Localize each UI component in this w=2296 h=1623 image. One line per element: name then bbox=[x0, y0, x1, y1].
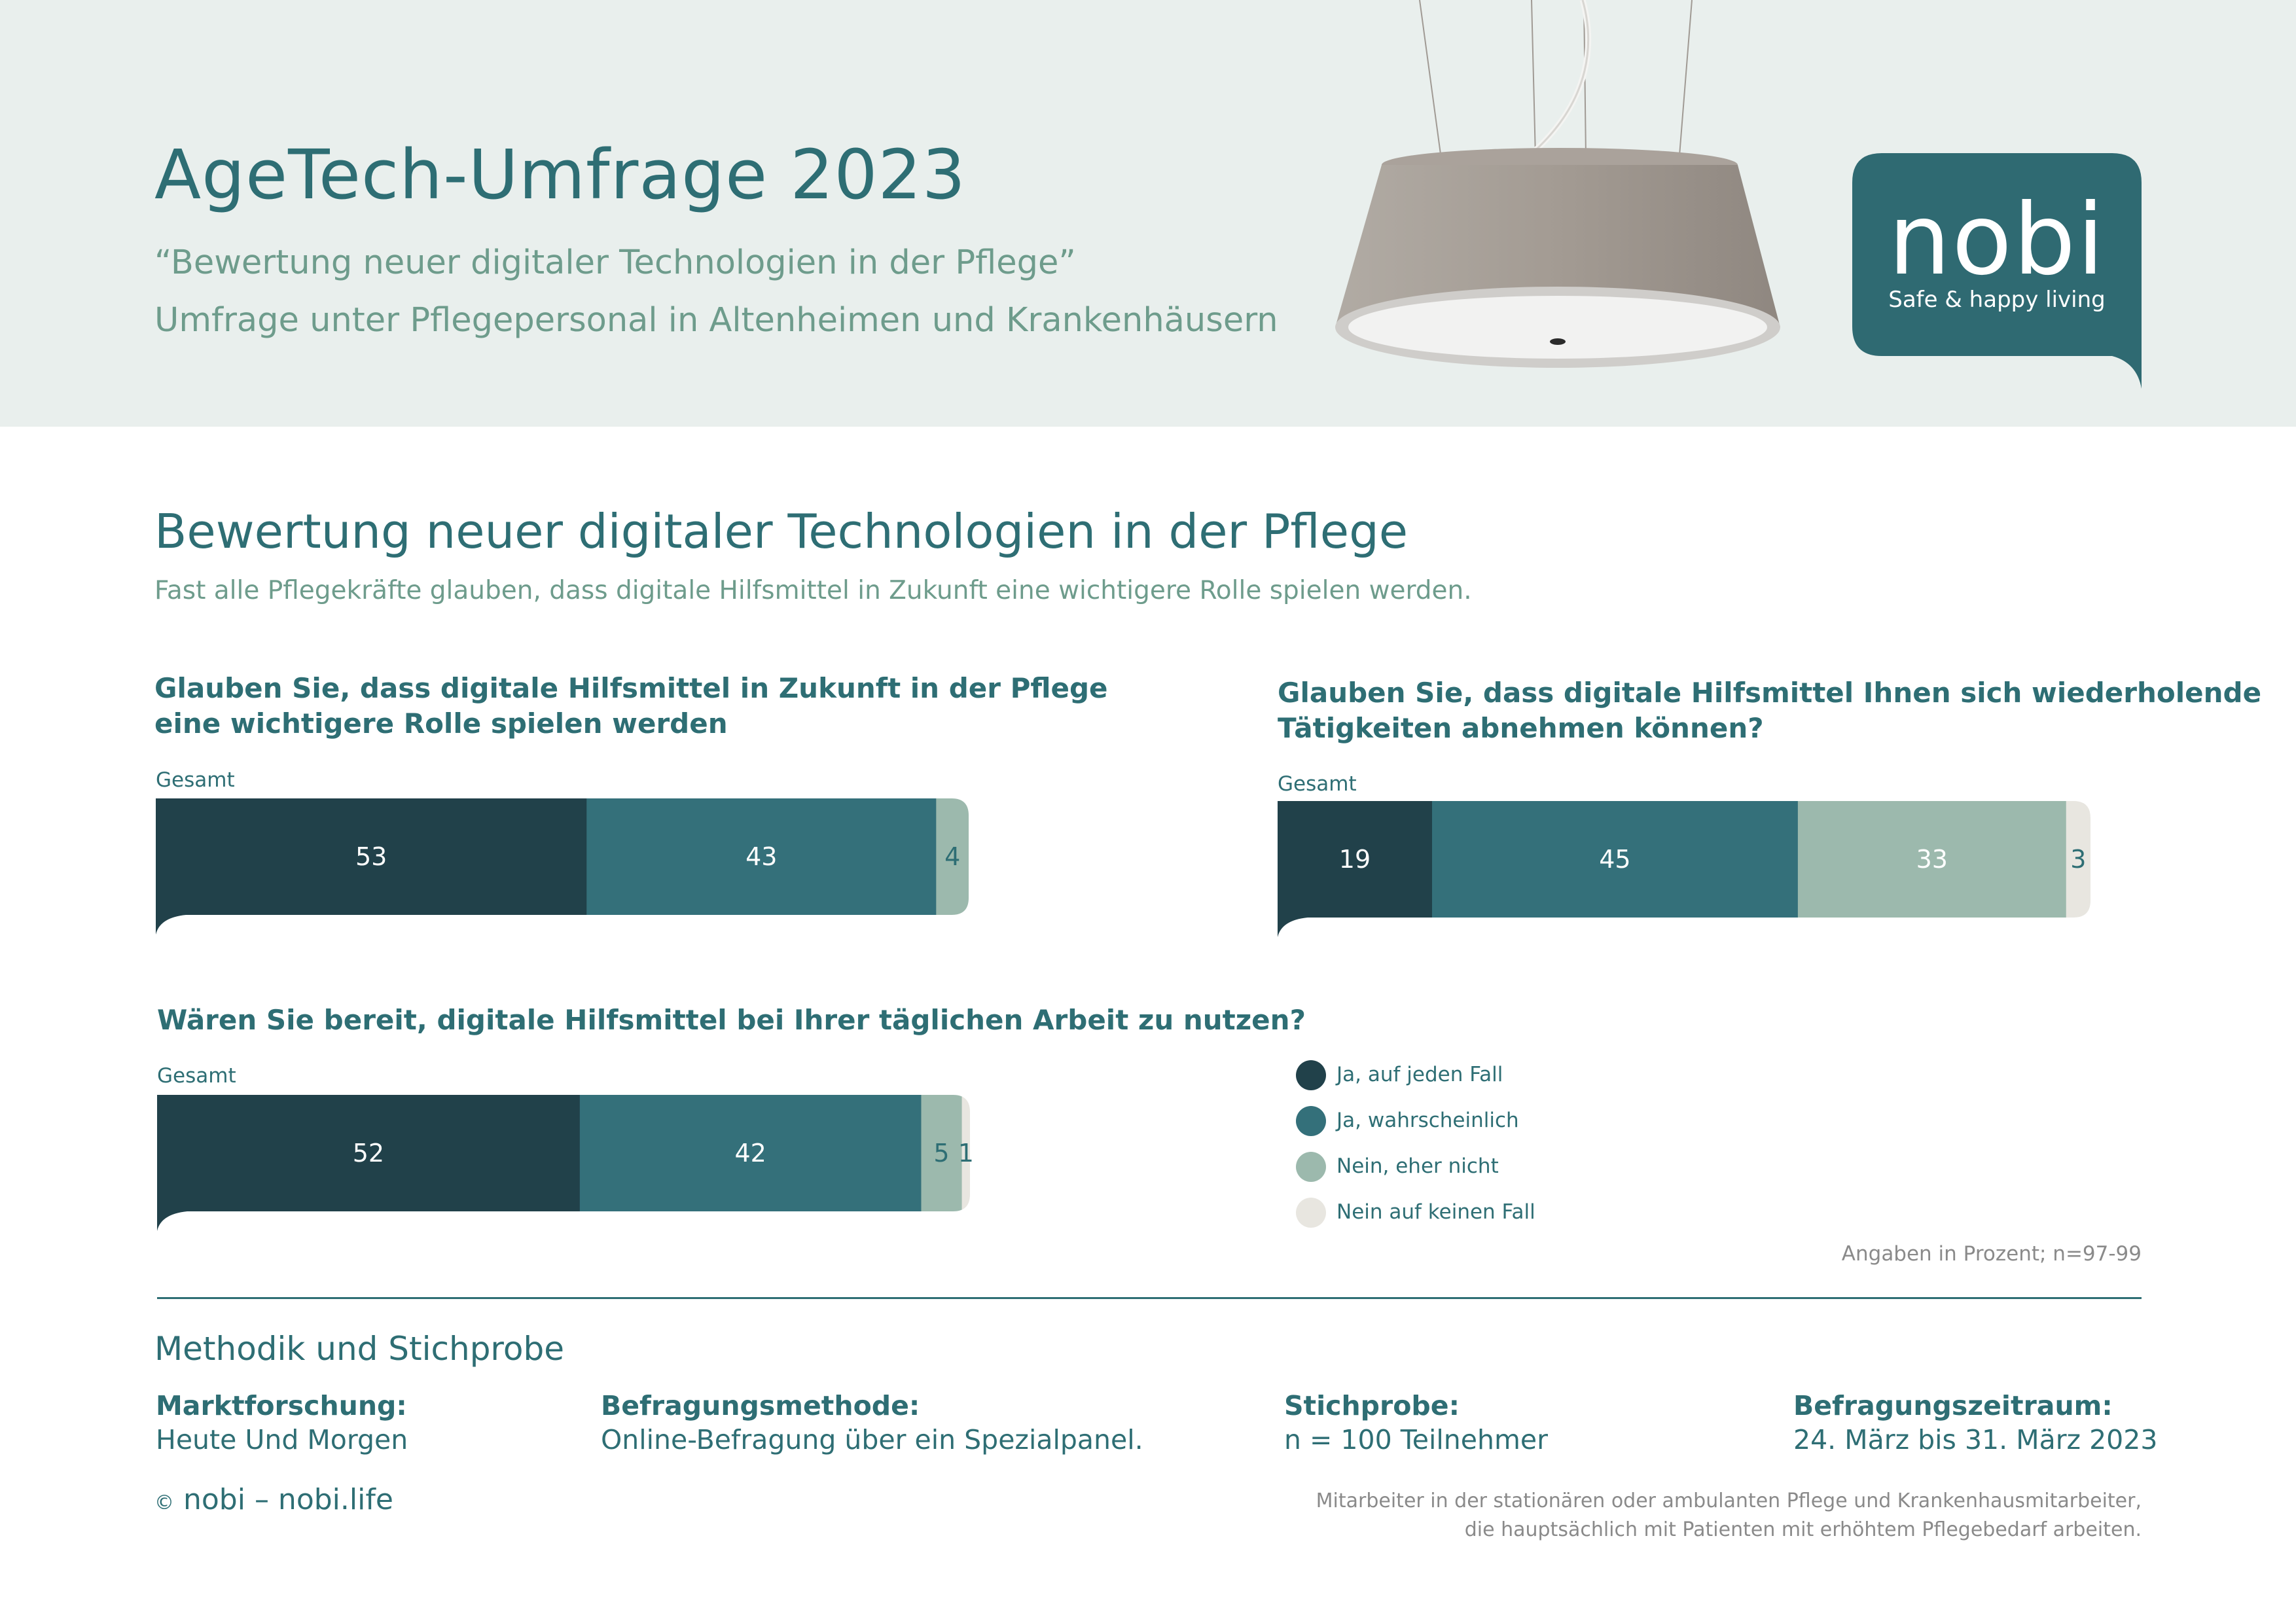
methodik-value-marktforschung: Heute Und Morgen bbox=[156, 1424, 408, 1455]
methodik-label-befragungsmethode: Befragungsmethode: bbox=[601, 1390, 920, 1421]
bar-value-label: 4 bbox=[944, 842, 960, 871]
bar-value-label: 42 bbox=[734, 1139, 766, 1168]
methodik-value-stichprobe: n = 100 Teilnehmer bbox=[1284, 1424, 1548, 1455]
nobi-logo bbox=[1852, 153, 2142, 389]
bar-value-label: 43 bbox=[745, 842, 777, 871]
chart-1-category-label: Gesamt bbox=[156, 768, 235, 792]
methodik-value-befragungszeitraum: 24. März bis 31. März 2023 bbox=[1793, 1424, 2158, 1455]
page-subtitle: “Bewertung neuer digitaler Technologien … bbox=[154, 243, 1076, 282]
bar-segment bbox=[1431, 801, 1799, 937]
section-divider bbox=[157, 1297, 2142, 1299]
methodik-value-befragungsmethode: Online-Befragung über ein Spezialpanel. bbox=[601, 1424, 1143, 1455]
chart-2-question-line-1: Glauben Sie, dass digitale Hilfsmittel I… bbox=[1278, 677, 2262, 709]
legend-label: Ja, wahrscheinlich bbox=[1336, 1109, 1519, 1132]
methodik-label-befragungszeitraum: Befragungszeitraum: bbox=[1793, 1390, 2113, 1421]
section-title: Bewertung neuer digitaler Technologien i… bbox=[154, 504, 1408, 559]
bar-value-label: 19 bbox=[1339, 845, 1371, 874]
bar-value-label: 3 bbox=[2070, 845, 2086, 874]
data-note: Angaben in Prozent; n=97-99 bbox=[1841, 1242, 2142, 1266]
chart-2-category-label: Gesamt bbox=[1278, 772, 1357, 796]
copyright: © nobi – nobi.life bbox=[154, 1483, 393, 1516]
section-subtitle: Fast alle Pflegekräfte glauben, dass dig… bbox=[154, 576, 1472, 605]
chart-1-question: Glauben Sie, dass digitale Hilfsmittel i… bbox=[154, 671, 1108, 741]
chart-2-question: Glauben Sie, dass digitale Hilfsmittel I… bbox=[1278, 675, 2261, 746]
methodik-title: Methodik und Stichprobe bbox=[154, 1330, 564, 1368]
legend-label: Ja, auf jeden Fall bbox=[1336, 1063, 1503, 1086]
legend-swatch bbox=[1296, 1106, 1326, 1136]
legend-label: Nein, eher nicht bbox=[1336, 1154, 1499, 1178]
pendant-lamp-image bbox=[1335, 0, 1780, 368]
logo-wordmark: nobi bbox=[1888, 183, 2106, 297]
chart-3-stacked-bar: 52 42 5 1 bbox=[157, 1095, 974, 1231]
bar-segment bbox=[586, 798, 937, 935]
chart-3-question-line-1: Wären Sie bereit, digitale Hilfsmittel b… bbox=[157, 1004, 1306, 1036]
legend-label: Nein auf keinen Fall bbox=[1336, 1200, 1535, 1224]
bar-segment bbox=[961, 1095, 970, 1231]
chart-3-question: Wären Sie bereit, digitale Hilfsmittel b… bbox=[157, 1003, 1306, 1038]
bar-value-label: 1 bbox=[958, 1139, 974, 1168]
page-title: AgeTech-Umfrage 2023 bbox=[154, 135, 966, 215]
bar-value-label: 53 bbox=[355, 842, 387, 871]
footnote-line-2: die hauptsächlich mit Patienten mit erhö… bbox=[1464, 1518, 2142, 1541]
legend-swatch bbox=[1296, 1152, 1326, 1182]
footnote-line-1: Mitarbeiter in der stationären oder ambu… bbox=[1316, 1489, 2142, 1512]
bar-segment bbox=[156, 798, 587, 935]
bar-segment bbox=[157, 1095, 581, 1231]
bar-value-label: 52 bbox=[353, 1139, 384, 1168]
chart-1-stacked-bar: 53 43 4 bbox=[156, 798, 969, 935]
bar-value-label: 45 bbox=[1599, 845, 1630, 874]
copyright-symbol: © bbox=[154, 1491, 174, 1514]
footnote: Mitarbeiter in der stationären oder ambu… bbox=[1316, 1487, 2142, 1544]
page-subtitle-2: Umfrage unter Pflegepersonal in Altenhei… bbox=[154, 301, 1278, 340]
legend-swatch bbox=[1296, 1060, 1326, 1090]
bar-segment bbox=[1278, 801, 1433, 937]
bar-value-label: 5 bbox=[933, 1139, 949, 1168]
chart-2-stacked-bar: 19 45 33 3 bbox=[1278, 801, 2090, 937]
bar-value-label: 33 bbox=[1916, 845, 1948, 874]
logo-tagline: Safe & happy living bbox=[1888, 287, 2106, 313]
methodik-label-marktforschung: Marktforschung: bbox=[156, 1390, 407, 1421]
chart-1-question-line-1: Glauben Sie, dass digitale Hilfsmittel i… bbox=[154, 672, 1108, 704]
bar-segment bbox=[1797, 801, 2067, 937]
chart-2-question-line-2: Tätigkeiten abnehmen können? bbox=[1278, 712, 1764, 744]
legend-swatch bbox=[1296, 1198, 1326, 1228]
bar-segment bbox=[579, 1095, 922, 1231]
bar-segment bbox=[921, 1095, 963, 1231]
copyright-text: nobi – nobi.life bbox=[183, 1483, 393, 1516]
chart-3-category-label: Gesamt bbox=[157, 1064, 236, 1088]
chart-1-question-line-2: eine wichtigere Rolle spielen werden bbox=[154, 707, 728, 740]
methodik-label-stichprobe: Stichprobe: bbox=[1284, 1390, 1460, 1421]
